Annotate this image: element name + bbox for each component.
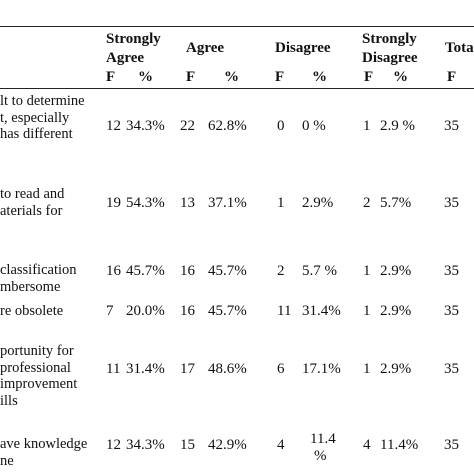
header-disagree: Disagree <box>275 40 331 56</box>
subheader-cell: % <box>393 69 408 85</box>
header-strongly-agree-2: Agree <box>106 50 145 66</box>
table-cell: 35 <box>444 263 459 279</box>
table-cell: 12 <box>106 118 121 134</box>
subheader-cell: % <box>138 69 153 85</box>
table-cell: 19 <box>106 195 121 211</box>
row-statement: classification mbersome <box>0 262 77 295</box>
top-rule <box>0 26 474 27</box>
header-total: Tota <box>445 40 474 56</box>
table-cell: 4 <box>363 437 371 453</box>
subheader-cell: F <box>186 69 196 85</box>
table-cell: 17.1% <box>302 361 341 377</box>
table-cell: 62.8% <box>208 118 247 134</box>
table-cell: 7 <box>106 303 114 319</box>
table-cell: 2.9% <box>380 361 412 377</box>
table-cell: 35 <box>444 118 459 134</box>
subheader-cell: F <box>364 69 374 85</box>
table-cell: % <box>314 448 327 464</box>
table-cell: 35 <box>444 437 459 453</box>
subheader-cell: F <box>106 69 116 85</box>
table-cell: 1 <box>363 361 371 377</box>
table-cell: 37.1% <box>208 195 247 211</box>
subheader-cell: % <box>224 69 239 85</box>
subheader-cell: F <box>275 69 285 85</box>
table-cell: 11.4 <box>310 431 336 447</box>
header-strongly-disagree-1: Strongly <box>362 31 417 47</box>
table-cell: 22 <box>180 118 195 134</box>
table-cell: 1 <box>277 195 285 211</box>
table-cell: 35 <box>444 303 459 319</box>
table-cell: 11 <box>277 303 292 319</box>
row-statement: re obsolete <box>0 303 64 319</box>
table-cell: 20.0% <box>126 303 165 319</box>
header-strongly-disagree-2: Disagree <box>362 50 418 66</box>
table-cell: 11 <box>106 361 121 377</box>
table-cell: 54.3% <box>126 195 165 211</box>
header-agree: Agree <box>186 40 225 56</box>
table-cell: 16 <box>180 263 195 279</box>
table-cell: 34.3% <box>126 118 165 134</box>
subheader-cell: F <box>447 69 457 85</box>
table-cell: 34.3% <box>126 437 165 453</box>
row-statement: lt to determine t, especially has differen… <box>0 93 85 142</box>
row-statement: ave knowledge ne <box>0 436 88 469</box>
table-cell: 11.4% <box>380 437 419 453</box>
subheader-cell: % <box>312 69 327 85</box>
table-cell: 12 <box>106 437 121 453</box>
table-cell: 31.4% <box>126 361 165 377</box>
table-cell: 35 <box>444 195 459 211</box>
table-cell: 2.9% <box>380 263 412 279</box>
table-cell: 2 <box>277 263 285 279</box>
table-cell: 6 <box>277 361 285 377</box>
table-cell: 5.7 % <box>302 263 337 279</box>
table-cell: 31.4% <box>302 303 341 319</box>
row-statement: portunity for professional improvement ills <box>0 343 78 409</box>
table-cell: 45.7% <box>208 303 247 319</box>
header-rule <box>0 88 474 89</box>
table-cell: 2.9% <box>380 303 412 319</box>
table-cell: 2.9 % <box>380 118 415 134</box>
table-cell: 4 <box>277 437 285 453</box>
table-cell: 45.7% <box>208 263 247 279</box>
table-cell: 1 <box>363 263 371 279</box>
row-statement: to read and aterials for <box>0 186 65 219</box>
table-cell: 42.9% <box>208 437 247 453</box>
table-cell: 0 <box>277 118 285 134</box>
table-cell: 17 <box>180 361 195 377</box>
table-cell: 35 <box>444 361 459 377</box>
table-cell: 1 <box>363 118 371 134</box>
table-cell: 5.7% <box>380 195 412 211</box>
table-cell: 2.9% <box>302 195 334 211</box>
table-cell: 0 % <box>302 118 326 134</box>
table-cell: 13 <box>180 195 195 211</box>
header-strongly-agree-1: Strongly <box>106 31 161 47</box>
table-cell: 2 <box>363 195 371 211</box>
table-cell: 48.6% <box>208 361 247 377</box>
table-cell: 16 <box>106 263 121 279</box>
table-cell: 45.7% <box>126 263 165 279</box>
table-cell: 15 <box>180 437 195 453</box>
table-cell: 1 <box>363 303 371 319</box>
table-cell: 16 <box>180 303 195 319</box>
